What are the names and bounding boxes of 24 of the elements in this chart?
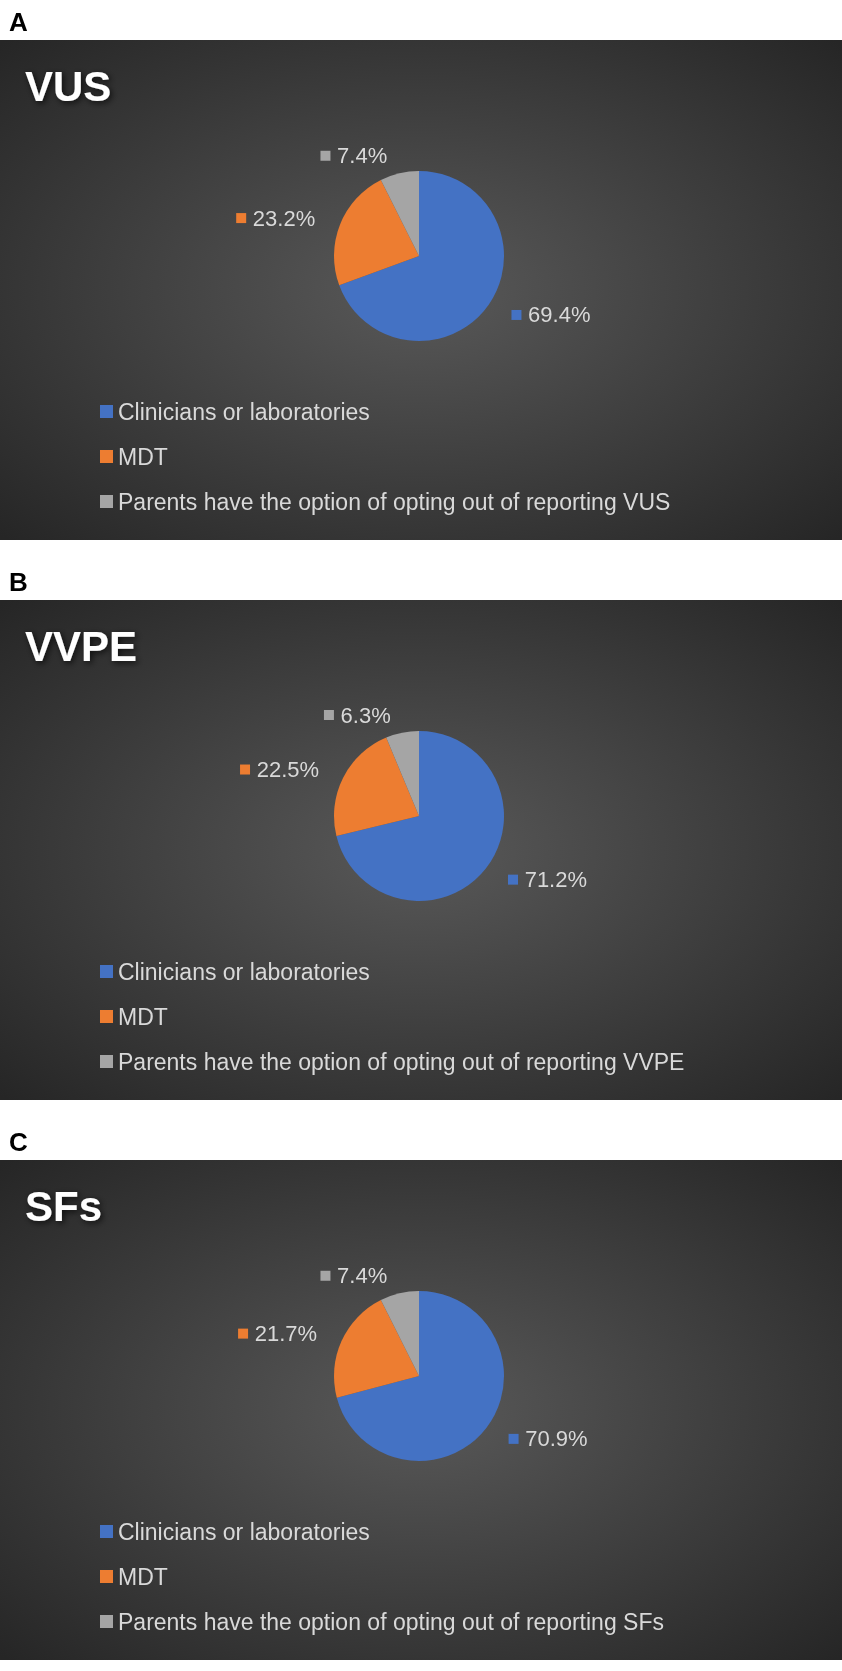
legend-label: Clinicians or laboratories [118, 398, 370, 425]
text: B [9, 567, 28, 597]
chart-title: SFs [25, 1182, 103, 1230]
legend-label: MDT [118, 1563, 168, 1590]
data-label: 23.2% [252, 205, 316, 231]
data-label: 6.3% [340, 702, 391, 728]
data-label: 22.5% [256, 757, 320, 783]
data-label: 21.7% [254, 1321, 318, 1347]
data-label: 7.4% [337, 143, 388, 169]
data-label: 7.4% [337, 1263, 388, 1289]
legend-label: Parents have the option of opting out of reporting VUS [118, 488, 671, 515]
data-label: 70.9% [525, 1426, 588, 1452]
legend-label: MDT [118, 443, 168, 470]
text: C [9, 1127, 28, 1157]
data-label: 71.2% [524, 867, 588, 893]
legend-label: Parents have the option of opting out of reporting VVPE [118, 1048, 685, 1075]
legend-label: Clinicians or laboratories [118, 1518, 370, 1545]
legend-label: Clinicians or laboratories [118, 958, 370, 985]
legend-label: MDT [118, 1003, 168, 1030]
chart-title: VUS [25, 62, 112, 110]
data-label: 69.4% [528, 302, 591, 328]
chart-title: VVPE [25, 622, 138, 670]
legend-label: Parents have the option of opting out of reporting SFs [118, 1608, 664, 1635]
text: A [9, 7, 28, 37]
